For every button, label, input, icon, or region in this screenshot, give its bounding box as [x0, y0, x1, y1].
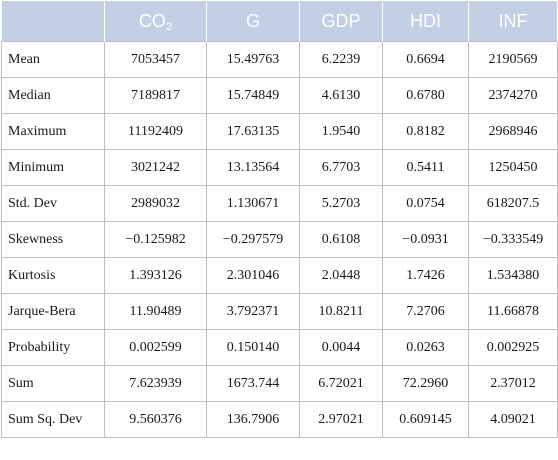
column-header-label: HDI [410, 10, 441, 31]
table-row: Std. Dev 2989032 1.130671 5.2703 0.0754 61820… [1, 185, 558, 222]
table-cell: 2.0448 [299, 257, 383, 294]
table-cell: 13.13564 [206, 149, 300, 186]
column-header-label: GDP [321, 10, 361, 31]
table-cell: 1.9540 [299, 113, 383, 150]
table-row: Kurtosis 1.393126 2.301046 2.0448 1.7426 1.53… [1, 257, 558, 294]
table-cell: 1250450 [468, 149, 558, 186]
descriptive-statistics-table: CO2 G GDP HDI INF Mean 7053457 15.49763 6.2… [1, 1, 558, 438]
row-label: Median [1, 77, 105, 114]
table-cell: 0.609145 [382, 401, 469, 438]
table-cell: 0.0044 [299, 329, 383, 366]
table-cell: 11.90489 [104, 293, 207, 330]
row-label: Maximum [1, 113, 105, 150]
table-row: Skewness −0.125982 −0.297579 0.6108 −0.0931−… [1, 221, 558, 258]
table-cell: 7.623939 [104, 365, 207, 402]
table-cell: 2.97021 [299, 401, 383, 438]
column-header-label: INF [498, 10, 528, 31]
table-cell: 618207.5 [468, 185, 558, 222]
table-cell: 0.002925 [468, 329, 558, 366]
row-label: Kurtosis [1, 257, 105, 294]
column-header-hdi: HDI [382, 1, 469, 42]
row-label: Sum Sq. Dev [1, 401, 105, 438]
table-cell: 2989032 [104, 185, 207, 222]
table-row: Minimum 3021242 13.13564 6.7703 0.5411 125045… [1, 149, 558, 186]
row-label: Sum [1, 365, 105, 402]
table-cell: 10.8211 [299, 293, 383, 330]
table-cell: −0.125982 [104, 221, 207, 258]
row-label: Jarque-Bera [1, 293, 105, 330]
table-cell: 5.2703 [299, 185, 383, 222]
table-cell: 7.2706 [382, 293, 469, 330]
table-cell: 11192409 [104, 113, 207, 150]
table-cell: 3.792371 [206, 293, 300, 330]
table-cell: 0.0754 [382, 185, 469, 222]
table-cell: 15.49763 [206, 41, 300, 78]
table-body: Mean 7053457 15.49763 6.2239 0.6694 2190569 Me… [1, 41, 558, 438]
table-cell: 72.2960 [382, 365, 469, 402]
column-header-g: G [206, 1, 300, 42]
table-cell: 1.7426 [382, 257, 469, 294]
table-cell: 2190569 [468, 41, 558, 78]
table-cell: 3021242 [104, 149, 207, 186]
column-header-subscript: 2 [165, 20, 173, 33]
column-header-gdp: GDP [299, 1, 383, 42]
row-label: Mean [1, 41, 105, 78]
table-row: Sum Sq. Dev 9.560376 136.7906 2.97021 0.6091… [1, 401, 558, 438]
table-cell: 0.002599 [104, 329, 207, 366]
table-cell: 0.5411 [382, 149, 469, 186]
table-cell: 1.534380 [468, 257, 558, 294]
table-row: Sum 7.623939 1673.744 6.72021 72.2960 2.37012 [1, 365, 558, 402]
table-row: Jarque-Bera 11.90489 3.792371 10.8211 7.2706… [1, 293, 558, 330]
table-row: Median 7189817 15.74849 4.6130 0.6780 2374270 [1, 77, 558, 114]
table-cell: 2374270 [468, 77, 558, 114]
table-cell: 0.6694 [382, 41, 469, 78]
table-cell: 4.6130 [299, 77, 383, 114]
table-cell: −0.0931 [382, 221, 469, 258]
table-cell: 11.66878 [468, 293, 558, 330]
header-corner-cell [1, 1, 105, 42]
column-header-label: CO [138, 10, 166, 31]
table-cell: 2.37012 [468, 365, 558, 402]
table-cell: 4.09021 [468, 401, 558, 438]
table-row: Probability 0.002599 0.150140 0.0044 0.0263 0… [1, 329, 558, 366]
table-cell: 1.393126 [104, 257, 207, 294]
table-cell: 1.130671 [206, 185, 300, 222]
table-cell: 2968946 [468, 113, 558, 150]
table-row: Maximum 11192409 17.63135 1.9540 0.8182 29689… [1, 113, 558, 150]
table-cell: −0.297579 [206, 221, 300, 258]
table-header: CO2 G GDP HDI INF [1, 1, 558, 42]
table-cell: −0.333549 [468, 221, 558, 258]
table-cell: 9.560376 [104, 401, 207, 438]
table-cell: 0.150140 [206, 329, 300, 366]
table-cell: 7053457 [104, 41, 207, 78]
table-cell: 136.7906 [206, 401, 300, 438]
table-cell: 1673.744 [206, 365, 300, 402]
table-cell: 6.2239 [299, 41, 383, 78]
column-header-inf: INF [468, 1, 558, 42]
table-cell: 15.74849 [206, 77, 300, 114]
table-cell: 0.8182 [382, 113, 469, 150]
table-cell: 0.6780 [382, 77, 469, 114]
row-label: Probability [1, 329, 105, 366]
table-cell: 2.301046 [206, 257, 300, 294]
column-header-label: G [245, 10, 260, 31]
table-cell: 0.0263 [382, 329, 469, 366]
table-cell: 7189817 [104, 77, 207, 114]
row-label: Std. Dev [1, 185, 105, 222]
header-row: CO2 G GDP HDI INF [1, 1, 558, 42]
column-header-co2: CO2 [104, 1, 207, 42]
table-cell: 6.72021 [299, 365, 383, 402]
row-label: Skewness [1, 221, 105, 258]
table-cell: 6.7703 [299, 149, 383, 186]
row-label: Minimum [1, 149, 105, 186]
table-row: Mean 7053457 15.49763 6.2239 0.6694 2190569 [1, 41, 558, 78]
table-cell: 17.63135 [206, 113, 300, 150]
table-cell: 0.6108 [299, 221, 383, 258]
